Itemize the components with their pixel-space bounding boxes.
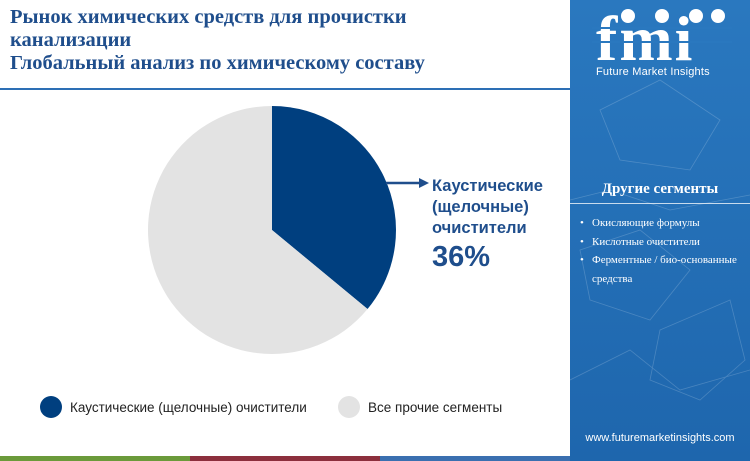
accent-segment xyxy=(380,456,570,461)
logo-mark: fmi xyxy=(596,6,694,74)
legend-label: Все прочие сегменты xyxy=(368,399,503,415)
pie-slice-other xyxy=(147,106,368,354)
title-line: Рынок химических средств для прочистки xyxy=(10,6,407,28)
title-divider xyxy=(0,88,570,90)
logo-subtitle: Future Market Insights xyxy=(596,66,710,78)
callout-label-line: Каустические xyxy=(432,177,543,195)
accent-segment xyxy=(0,456,190,461)
pie-slice-caustic xyxy=(272,106,396,310)
title-line: Глобальный анализ по химическому составу xyxy=(10,52,425,74)
callout-label-line: (щелочные) xyxy=(432,198,529,216)
chart-title: Рынок химических средств для прочистки к… xyxy=(10,6,566,75)
bottom-accent-bar xyxy=(0,456,570,461)
callout-arrow xyxy=(386,178,429,188)
callout-value: 36% xyxy=(432,241,491,273)
fmi-logo-icon: fmi xyxy=(592,6,732,74)
segment-item: Кислотные очистители xyxy=(580,233,745,252)
legend-item: Все прочие сегменты xyxy=(338,396,502,418)
accent-segment xyxy=(190,456,380,461)
segments-divider xyxy=(570,203,750,204)
other-segments-list: Окисляющие формулы Кислотные очистители … xyxy=(580,214,745,288)
sidebar-panel: fmi Future Market Insights Другие сегмен… xyxy=(570,0,750,461)
pie-slices xyxy=(147,106,396,354)
legend-swatch xyxy=(40,396,62,418)
legend-label: Каустические (щелочные) очистители xyxy=(70,399,307,415)
title-line: канализации xyxy=(10,29,132,51)
slice-callout: Каустические (щелочные) очистители 36% xyxy=(432,176,572,274)
legend-item: Каустические (щелочные) очистители xyxy=(40,396,307,418)
pie-chart xyxy=(147,106,429,354)
segment-item: Ферментные / био-основанные средства xyxy=(580,251,745,288)
legend-swatch xyxy=(338,396,360,418)
callout-label-line: очистители xyxy=(432,219,527,237)
other-segments-title: Другие сегменты xyxy=(601,181,719,197)
website-link[interactable]: www.futuremarketinsights.com xyxy=(585,432,735,444)
segment-item: Окисляющие формулы xyxy=(580,214,745,233)
